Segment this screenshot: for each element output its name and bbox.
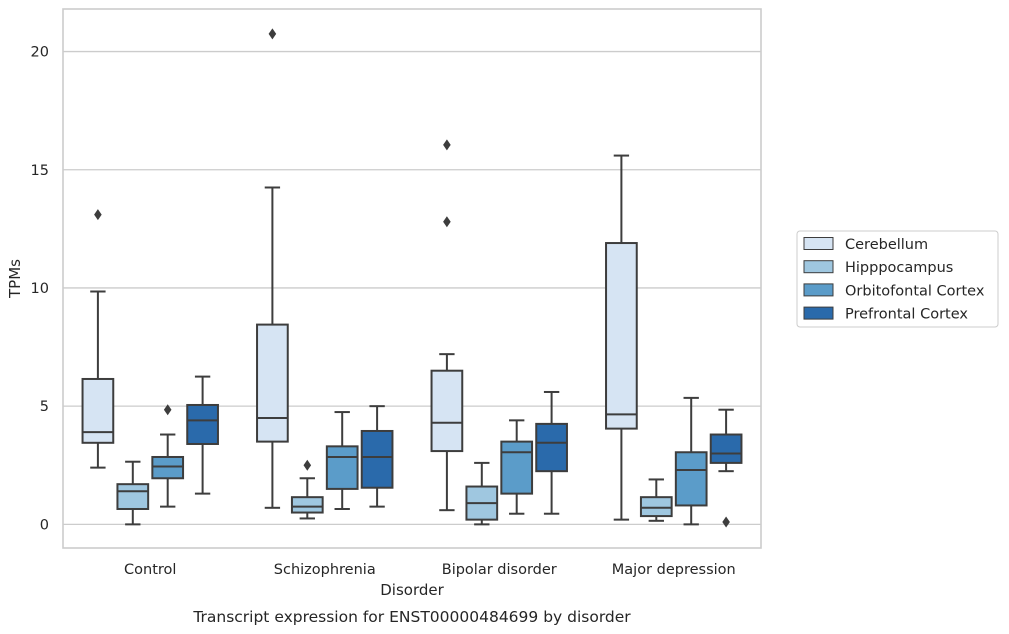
plot-frame xyxy=(62,8,762,549)
box-hipppocampus-1 xyxy=(290,459,324,520)
y-axis-label: TPMs xyxy=(6,259,24,299)
box-body xyxy=(186,403,219,445)
box-prefrontal-cortex-3 xyxy=(709,408,743,528)
outlier-point xyxy=(268,28,277,40)
box-prefrontal-cortex-1 xyxy=(360,405,394,508)
box-body xyxy=(535,422,568,473)
box-body xyxy=(116,483,150,510)
box-cerebellum-0 xyxy=(81,209,115,469)
box-body xyxy=(256,323,289,443)
x-tick-label: Major depression xyxy=(612,562,736,578)
legend-entry-label: Orbitofontal Cortex xyxy=(845,283,985,299)
x-tick-label: Bipolar disorder xyxy=(442,562,557,578)
legend-entry-label: Cerebellum xyxy=(845,237,928,253)
legend-swatch xyxy=(803,306,834,320)
box-hipppocampus-0 xyxy=(116,460,150,526)
y-tick-labels: 0 5 10 15 20 xyxy=(31,45,49,534)
box-body xyxy=(605,242,638,430)
box-body xyxy=(151,455,185,480)
legend: Cerebellum Hipppocampus Orbitofontal Corte… xyxy=(796,230,999,328)
y-tick-label: 10 xyxy=(31,281,49,297)
legend-entry-label: Prefrontal Cortex xyxy=(845,307,968,323)
box-hipppocampus-2 xyxy=(465,461,499,526)
x-tick-label: Control xyxy=(124,562,176,578)
box-body xyxy=(430,369,464,453)
box-cerebellum-1 xyxy=(256,28,289,509)
box-orbitofontal-cortex-3 xyxy=(674,396,708,526)
y-tick-label: 20 xyxy=(31,45,49,61)
legend-swatch xyxy=(803,283,834,297)
box-prefrontal-cortex-2 xyxy=(535,390,568,515)
box-body xyxy=(500,440,534,495)
x-axis-label: Disorder xyxy=(380,581,444,599)
box-orbitofontal-cortex-1 xyxy=(325,411,359,510)
outlier-point xyxy=(443,216,451,228)
y-tick-label: 5 xyxy=(40,399,49,415)
outlier-point xyxy=(163,404,172,416)
x-tick-label: Schizophrenia xyxy=(274,562,376,578)
box-orbitofontal-cortex-0 xyxy=(151,404,185,508)
outlier-point xyxy=(722,516,730,528)
outlier-point xyxy=(303,459,312,471)
x-tick-labels: Control Schizophrenia Bipolar disorder Majo… xyxy=(124,562,736,578)
box-body xyxy=(639,496,673,518)
box-body xyxy=(325,445,359,490)
box-body xyxy=(709,433,743,464)
box-body xyxy=(674,451,708,507)
box-orbitofontal-cortex-2 xyxy=(500,419,534,515)
y-tick-label: 15 xyxy=(31,163,49,179)
box-series-group xyxy=(81,28,743,528)
outlier-point xyxy=(94,209,102,221)
legend-swatch xyxy=(803,237,834,250)
legend-frame xyxy=(796,230,999,328)
y-tick-label: 0 xyxy=(40,517,49,533)
box-prefrontal-cortex-0 xyxy=(186,375,219,495)
box-body xyxy=(81,377,115,444)
box-body xyxy=(360,429,394,489)
legend-entry-label: Hipppocampus xyxy=(845,260,953,276)
box-body xyxy=(290,496,324,514)
outlier-point xyxy=(443,139,451,151)
box-cerebellum-2 xyxy=(430,139,464,512)
chart-caption: Transcript expression for ENST0000048469… xyxy=(192,608,631,626)
box-cerebellum-3 xyxy=(605,154,638,521)
legend-swatch xyxy=(803,260,834,274)
gridlines xyxy=(63,50,761,526)
box-hipppocampus-3 xyxy=(639,478,673,522)
